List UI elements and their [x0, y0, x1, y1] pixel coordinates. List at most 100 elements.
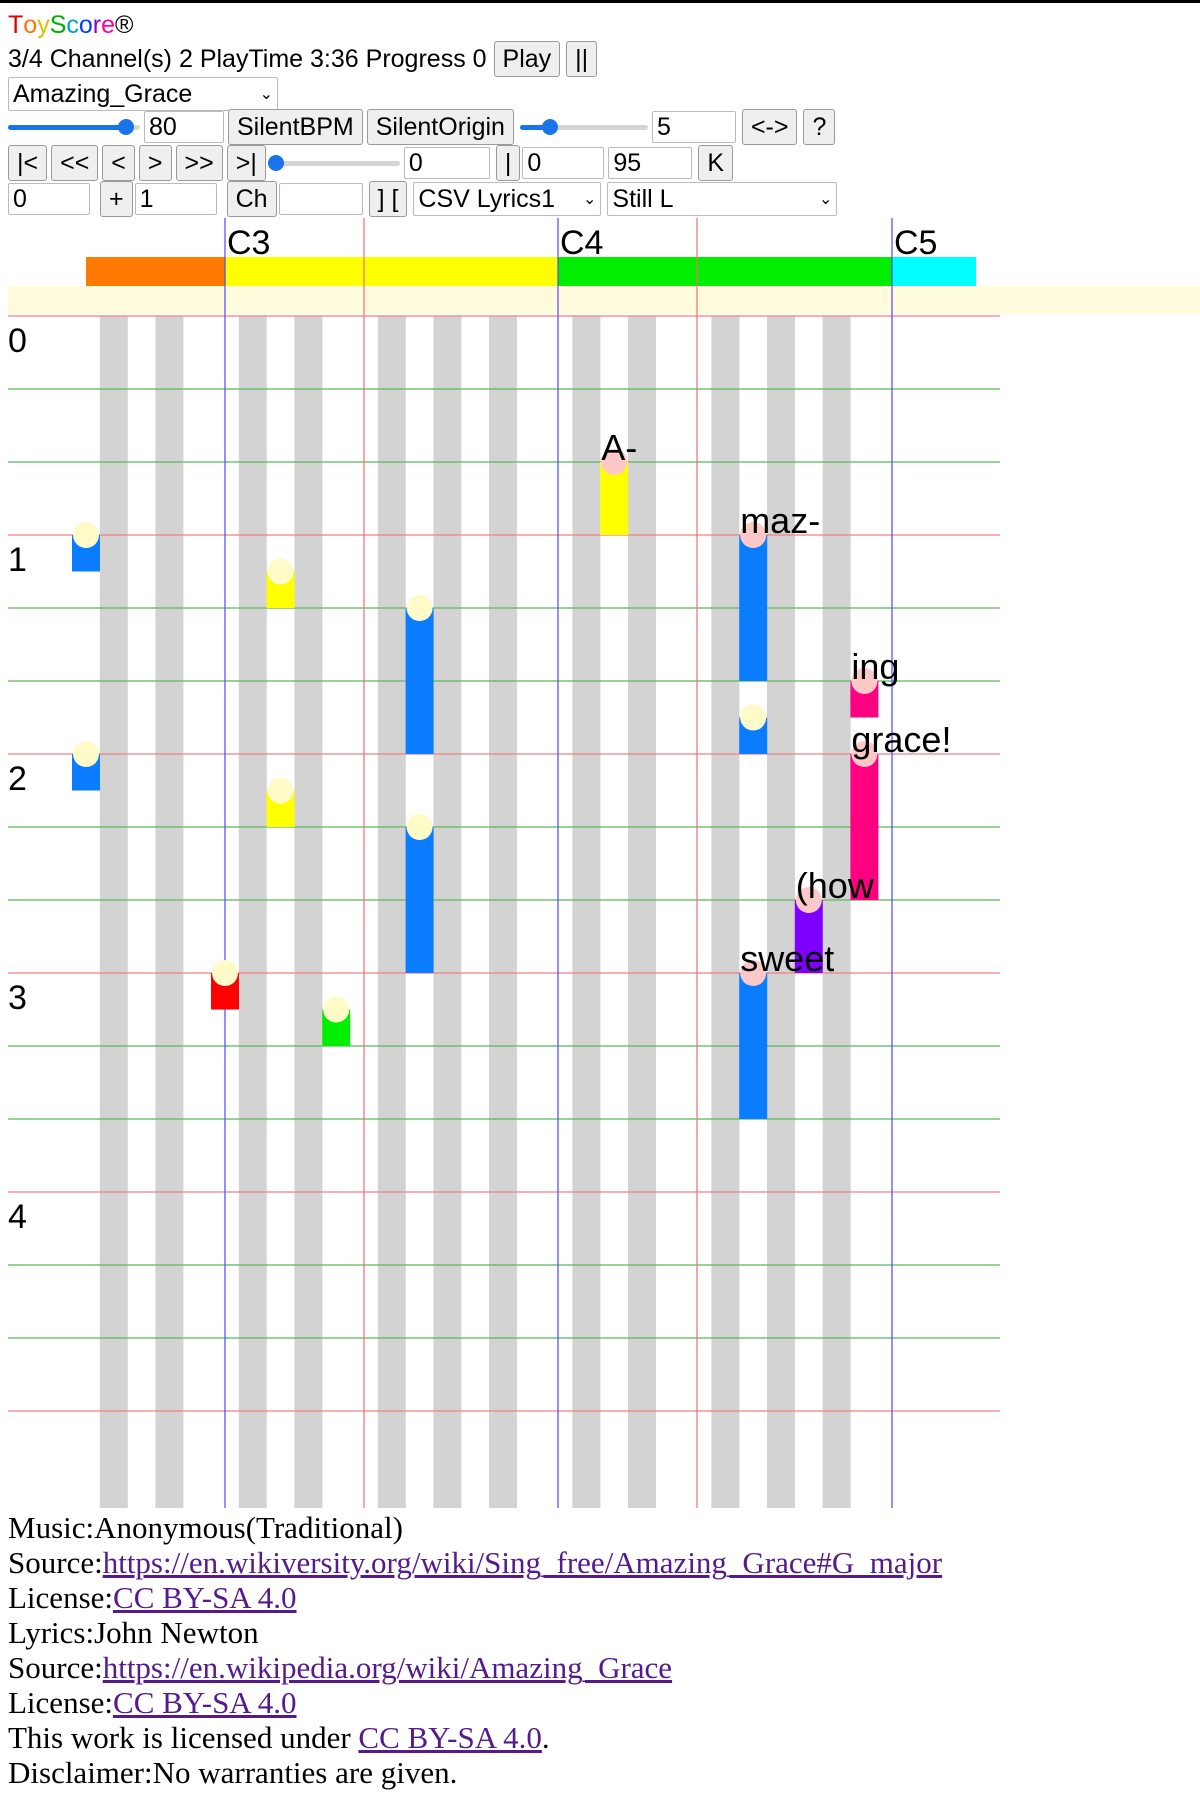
- chevron-down-icon: ⌄: [259, 86, 273, 103]
- measure-label: 2: [8, 760, 27, 798]
- note-head: [740, 522, 767, 548]
- octave-label: C5: [894, 224, 937, 262]
- music-source-link[interactable]: https://en.wikiversity.org/wiki/Sing_fre…: [102, 1545, 943, 1580]
- lyrics-source-link[interactable]: https://en.wikipedia.org/wiki/Amazing_Gr…: [102, 1650, 673, 1685]
- pause-button[interactable]: ||: [566, 41, 598, 77]
- source-label: Source:: [8, 1545, 103, 1580]
- license-label: License:: [8, 1685, 114, 1720]
- lyric-text: A-: [601, 427, 637, 468]
- mode-select[interactable]: Still L ⌄: [607, 182, 838, 216]
- channels-value: 3/4: [8, 44, 43, 73]
- ch-button[interactable]: Ch: [226, 181, 277, 217]
- note-bar: [739, 973, 768, 1119]
- note-head: [73, 741, 99, 767]
- silent-bpm-button[interactable]: SilentBPM: [228, 109, 363, 145]
- title-letter: e: [101, 10, 116, 39]
- size-input[interactable]: [651, 111, 736, 143]
- prev-button[interactable]: <: [102, 145, 135, 181]
- velocity-input[interactable]: [608, 147, 693, 179]
- piano-roll[interactable]: 0 1 2 3 4 A-maz-ing grace! (how sweet C3 C4 C5: [0, 218, 1200, 1508]
- forward-button[interactable]: >>: [175, 145, 223, 181]
- note-head: [406, 595, 433, 621]
- note-head: [740, 704, 767, 731]
- note-head: [267, 558, 294, 585]
- note-head: [795, 887, 822, 913]
- top-border: [0, 0, 1200, 3]
- keyboard-band: [86, 257, 225, 286]
- help-button[interactable]: ?: [803, 109, 836, 145]
- song-select-value: Amazing_Grace: [13, 79, 193, 108]
- title-letter: o: [23, 10, 38, 39]
- swap-button[interactable]: <->: [741, 109, 798, 145]
- music-license-link[interactable]: CC BY-SA 4.0: [113, 1580, 297, 1615]
- work-license-prefix: This work is licensed under: [8, 1720, 359, 1755]
- lyrics-select-value: CSV Lyrics1: [418, 184, 556, 213]
- start-input[interactable]: [8, 183, 90, 215]
- bpm-slider[interactable]: [8, 110, 140, 144]
- next-button[interactable]: >: [138, 145, 172, 181]
- lyric-text: grace!: [851, 719, 951, 760]
- lyrics-license: License:CC BY-SA 4.0: [8, 1685, 942, 1720]
- note-head: [740, 960, 767, 986]
- lyrics-label: Lyrics:: [8, 1615, 95, 1650]
- timeline-bar: [8, 286, 1200, 314]
- black-key-column: [155, 316, 184, 1508]
- lyric-text: sweet: [740, 938, 834, 979]
- license-label: License:: [8, 1580, 114, 1615]
- lyrics-license-link[interactable]: CC BY-SA 4.0: [113, 1685, 297, 1720]
- keyboard-band: [558, 257, 892, 286]
- note-head: [212, 960, 238, 986]
- measure-label: 4: [8, 1198, 27, 1236]
- song-select[interactable]: Amazing_Grace ⌄: [8, 77, 278, 111]
- size-slider[interactable]: [519, 110, 648, 144]
- last-button[interactable]: >|: [226, 145, 266, 181]
- play-button[interactable]: Play: [493, 41, 561, 77]
- plus-button[interactable]: +: [100, 181, 133, 217]
- chevron-down-icon: ⌄: [583, 191, 597, 208]
- black-key-column: [628, 316, 656, 1508]
- mode-select-value: Still L: [612, 184, 674, 213]
- lyric-text: (how: [796, 865, 875, 906]
- key-button[interactable]: K: [698, 145, 733, 181]
- lyrics-select[interactable]: CSV Lyrics1 ⌄: [413, 182, 602, 216]
- title-letter: T: [8, 10, 24, 39]
- note-head: [73, 522, 99, 548]
- work-license-link[interactable]: CC BY-SA 4.0: [358, 1720, 542, 1755]
- music-source: Source:https://en.wikiversity.org/wiki/S…: [8, 1545, 942, 1580]
- disclaimer: Disclaimer:No warranties are given.: [8, 1755, 942, 1790]
- lyric-text: maz-: [740, 500, 820, 541]
- black-key-column: [238, 316, 267, 1508]
- silent-origin-button[interactable]: SilentOrigin: [366, 109, 514, 145]
- step-input[interactable]: [134, 183, 217, 215]
- black-key-column: [711, 316, 740, 1508]
- note-head: [851, 741, 878, 767]
- octave-label: C4: [560, 224, 603, 262]
- note-head: [851, 668, 878, 694]
- disclaimer-value: No warranties are given.: [152, 1755, 458, 1790]
- octave-label: C3: [227, 224, 270, 262]
- ch-input[interactable]: [278, 183, 363, 215]
- title-letter: y: [37, 10, 50, 39]
- music-credit: Music:Anonymous(Traditional): [8, 1510, 942, 1545]
- black-key-column: [489, 316, 517, 1508]
- work-license: This work is licensed under CC BY-SA 4.0…: [8, 1720, 942, 1755]
- title-letter: o: [78, 10, 93, 39]
- position-input[interactable]: [403, 147, 490, 179]
- note-bar: [405, 827, 434, 973]
- rewind-button[interactable]: <<: [51, 145, 99, 181]
- measure-label: 1: [8, 541, 27, 579]
- first-button[interactable]: |<: [8, 145, 48, 181]
- bpm-input[interactable]: [144, 111, 224, 143]
- note-bar: [739, 535, 768, 681]
- disclaimer-label: Disclaimer:: [8, 1755, 153, 1790]
- note-bar: [405, 608, 434, 754]
- title-letter: c: [66, 10, 79, 39]
- title-letter: S: [49, 10, 67, 39]
- music-label: Music:: [8, 1510, 95, 1545]
- separator-button[interactable]: |: [495, 145, 521, 181]
- position-slider[interactable]: [267, 146, 400, 180]
- note-head: [601, 449, 628, 475]
- offset-input[interactable]: [522, 147, 605, 179]
- bracket-button[interactable]: ] [: [368, 181, 408, 217]
